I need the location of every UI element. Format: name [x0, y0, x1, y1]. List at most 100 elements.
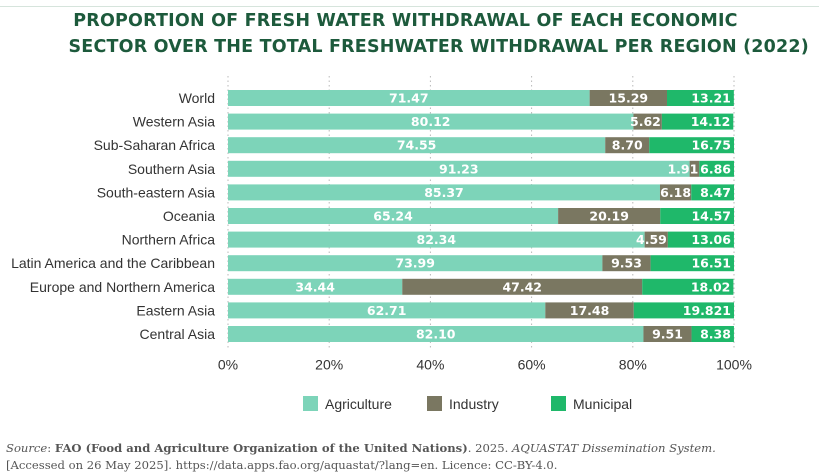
bar-segment-industry [602, 255, 651, 272]
data-label: 20.19 [589, 209, 629, 224]
bar-segment-agriculture [228, 137, 606, 154]
bar-segment-industry [545, 302, 634, 319]
legend-label-agriculture: Agriculture [325, 396, 392, 412]
category-label: Eastern Asia [136, 302, 215, 318]
bar-segment-municipal [649, 137, 734, 154]
data-label: 18.02 [691, 279, 731, 294]
data-label: 6.18 [660, 185, 691, 200]
data-label: 14.57 [691, 209, 731, 224]
data-label: 82.10 [416, 327, 456, 342]
bar-segment-industry [589, 90, 668, 106]
data-label: 80.12 [411, 114, 451, 129]
bar-segment-agriculture [228, 231, 645, 248]
x-tick-label: 60% [518, 357, 546, 373]
legend-label-municipal: Municipal [573, 396, 632, 412]
bar-segment-industry [644, 231, 668, 248]
category-label: Sub-Saharan Africa [94, 137, 216, 153]
bar-segment-agriculture [228, 326, 644, 342]
data-label: 9.53 [611, 256, 642, 271]
data-label: 13.06 [691, 232, 731, 247]
source-system: AQUASTAT Dissemination System. [511, 441, 716, 455]
data-label: 71.47 [389, 91, 429, 106]
data-label: 1.91 [667, 161, 698, 176]
data-label: 13.21 [691, 91, 731, 106]
category-label: Central Asia [140, 326, 216, 342]
bar-segment-municipal [642, 278, 734, 295]
category-label: Northern Africa [122, 232, 216, 248]
bar-segment-municipal [667, 231, 734, 248]
bar-segment-agriculture [228, 255, 603, 272]
legend-swatch-industry [427, 396, 442, 411]
source-note: Source: FAO (Food and Agriculture Organi… [6, 440, 816, 474]
data-label: 16.75 [691, 138, 731, 153]
data-label: 85.37 [424, 185, 464, 200]
data-label: 47.42 [502, 279, 542, 294]
title-rule [0, 6, 819, 7]
category-label: South-eastern Asia [97, 184, 216, 200]
source-prefix: Source [6, 441, 48, 455]
bar-segment-agriculture [228, 302, 546, 319]
bar-segment-municipal [660, 208, 734, 224]
legend-swatch-agriculture [303, 396, 318, 411]
bar-segment-municipal [691, 326, 734, 342]
data-label: 19.821 [683, 303, 731, 318]
bar-segment-agriculture [228, 160, 690, 177]
bar-segment-industry [402, 278, 643, 295]
bar-segment-industry [605, 137, 650, 154]
data-label: 15.29 [609, 91, 649, 106]
bar-segment-industry [558, 208, 661, 224]
category-label: Latin America and the Caribbean [11, 255, 215, 271]
data-label: 8.47 [700, 185, 731, 200]
category-label: World [179, 90, 215, 106]
x-tick-label: 80% [619, 357, 647, 373]
category-label: Europe and Northern America [30, 279, 215, 295]
data-label: 8.70 [612, 138, 643, 153]
data-label: 4.59 [636, 232, 667, 247]
bar-segment-agriculture [228, 90, 590, 106]
data-label: 82.34 [417, 232, 457, 247]
data-label: 8.38 [700, 327, 731, 342]
bar-segment-municipal [661, 113, 734, 130]
stacked-bar-chart: 0% 20% 40% 60% 80% 100% World 71.47 15.29 13.21 We… [11, 76, 752, 412]
x-tick-label: 20% [315, 357, 343, 373]
bar-segment-municipal [667, 90, 734, 106]
bar-segment-municipal [691, 184, 734, 201]
bar-segment-municipal [633, 302, 734, 319]
legend-swatch-municipal [551, 396, 566, 411]
source-org: FAO (Food and Agriculture Organization o… [54, 441, 468, 455]
data-label: 73.99 [395, 256, 435, 271]
bar-segment-agriculture [228, 208, 559, 224]
data-label: 9.51 [652, 327, 683, 342]
data-label: 62.71 [367, 303, 407, 318]
bar-segment-industry [689, 160, 700, 177]
bar-segment-agriculture [228, 278, 403, 295]
bar-segment-industry [659, 184, 692, 201]
legend-label-industry: Industry [449, 396, 499, 412]
data-label: 74.55 [397, 138, 437, 153]
data-label: 17.48 [570, 303, 610, 318]
chart-title-line2: SECTOR OVER THE TOTAL FRESHWATER WITHDRA… [68, 37, 809, 57]
category-label: Western Asia [133, 114, 215, 130]
category-label: Oceania [163, 208, 215, 224]
bar-segment-agriculture [228, 184, 660, 201]
x-tick-label: 40% [416, 357, 444, 373]
bar-segment-agriculture [228, 113, 634, 130]
bar-segment-municipal [699, 160, 734, 177]
data-label: 6.86 [700, 161, 731, 176]
category-label: Southern Asia [128, 161, 215, 177]
data-label: 91.23 [439, 161, 479, 176]
data-label: 16.51 [691, 256, 731, 271]
chart-title-line1: PROPORTION OF FRESH WATER WITHDRAWAL OF … [73, 11, 738, 31]
source-sep: : [47, 441, 55, 455]
source-year: . 2025. [467, 441, 512, 455]
bar-segment-industry [633, 113, 662, 130]
data-label: 14.12 [691, 114, 731, 129]
x-tick-label: 100% [716, 357, 752, 373]
source-access-line: [Accessed on 26 May 2025]. https://data.… [6, 458, 558, 472]
data-label: 5.62 [630, 114, 661, 129]
bar-segment-industry [643, 326, 692, 342]
x-tick-label: 0% [218, 357, 238, 373]
bar-segment-municipal [650, 255, 734, 272]
data-label: 65.24 [373, 209, 413, 224]
data-label: 34.44 [295, 279, 335, 294]
